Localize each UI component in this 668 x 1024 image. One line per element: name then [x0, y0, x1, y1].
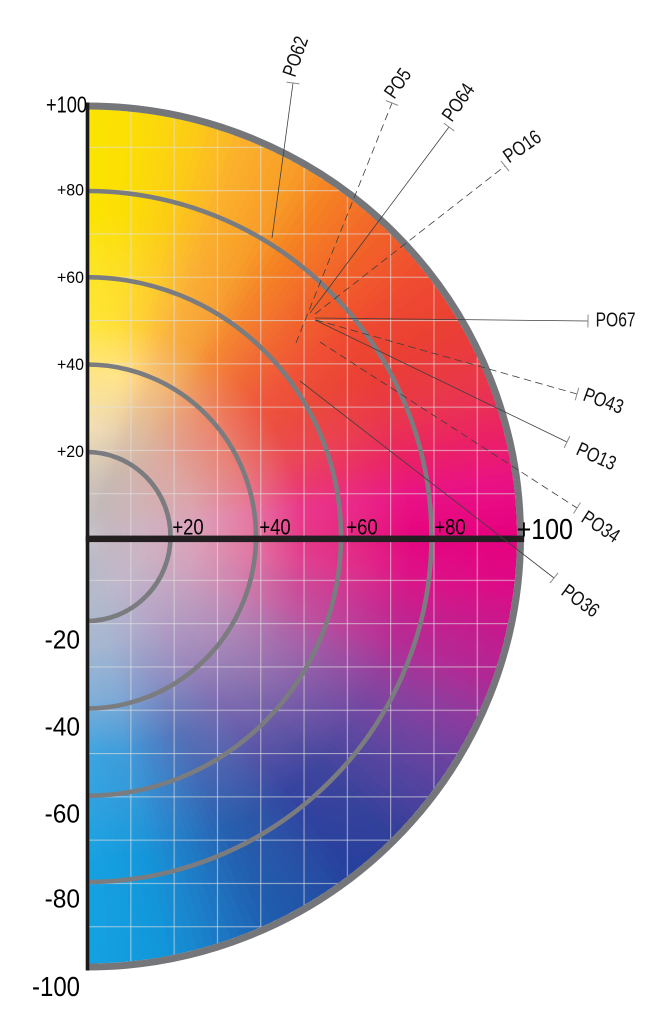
svg-text:+40: +40 — [259, 514, 290, 539]
svg-text:PO64: PO64 — [438, 80, 480, 126]
svg-text:+20: +20 — [172, 514, 203, 539]
svg-text:PO16: PO16 — [499, 126, 545, 168]
svg-text:+80: +80 — [434, 514, 465, 539]
svg-text:-80: -80 — [45, 885, 80, 913]
svg-text:-20: -20 — [45, 626, 80, 654]
svg-text:PO13: PO13 — [573, 438, 619, 475]
svg-text:+60: +60 — [346, 514, 377, 539]
svg-text:+80: +80 — [57, 181, 84, 200]
svg-text:PO34: PO34 — [577, 507, 623, 548]
svg-text:PO67: PO67 — [596, 309, 636, 331]
svg-text:-40: -40 — [45, 713, 80, 741]
svg-text:-60: -60 — [45, 800, 80, 828]
svg-text:PO5: PO5 — [380, 65, 416, 103]
svg-text:+40: +40 — [57, 355, 84, 374]
svg-text:+100: +100 — [46, 91, 87, 117]
svg-text:+100: +100 — [517, 514, 573, 546]
svg-text:+60: +60 — [57, 268, 84, 287]
svg-text:-100: -100 — [32, 971, 80, 1002]
svg-text:PO43: PO43 — [580, 384, 626, 419]
svg-text:PO36: PO36 — [557, 580, 603, 622]
svg-text:PO62: PO62 — [279, 34, 313, 80]
svg-text:+20: +20 — [57, 442, 84, 461]
